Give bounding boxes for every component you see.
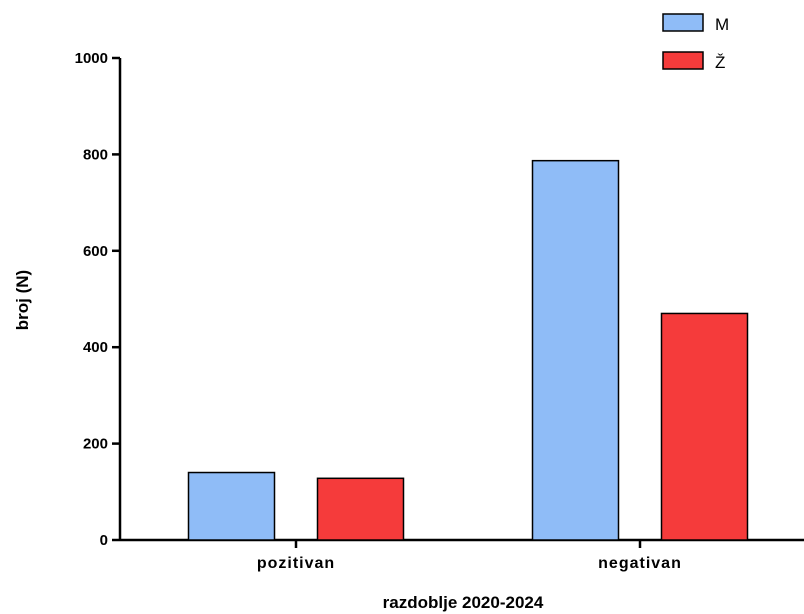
legend-label: M (715, 15, 729, 34)
bar-pozitivan-z (316, 477, 405, 541)
bar-negativan-z (660, 312, 749, 541)
y-axis-title: broj (N) (13, 270, 32, 330)
y-tick-label: 0 (100, 532, 108, 549)
x-tick-label: pozitivan (257, 555, 335, 572)
y-tick-label: 200 (83, 436, 108, 453)
y-tick-label: 1000 (75, 50, 108, 67)
y-tick-label: 600 (83, 243, 108, 260)
x-axis-title: razdoblje 2020-2024 (383, 593, 544, 612)
legend-swatch (662, 51, 704, 70)
bars (187, 159, 749, 541)
y-axis: 0 200 400 600 800 1000 (75, 50, 122, 549)
legend-label: Ž (715, 53, 725, 72)
x-tick-label: negativan (598, 555, 682, 572)
y-tick-label: 800 (83, 146, 108, 163)
legend-swatch (662, 13, 704, 32)
legend: MŽ (662, 13, 729, 72)
y-tick-label: 400 (83, 339, 108, 356)
bar-negativan-m (531, 159, 620, 541)
x-axis: pozitivan negativan (120, 538, 804, 572)
bar-pozitivan-m (187, 471, 276, 541)
